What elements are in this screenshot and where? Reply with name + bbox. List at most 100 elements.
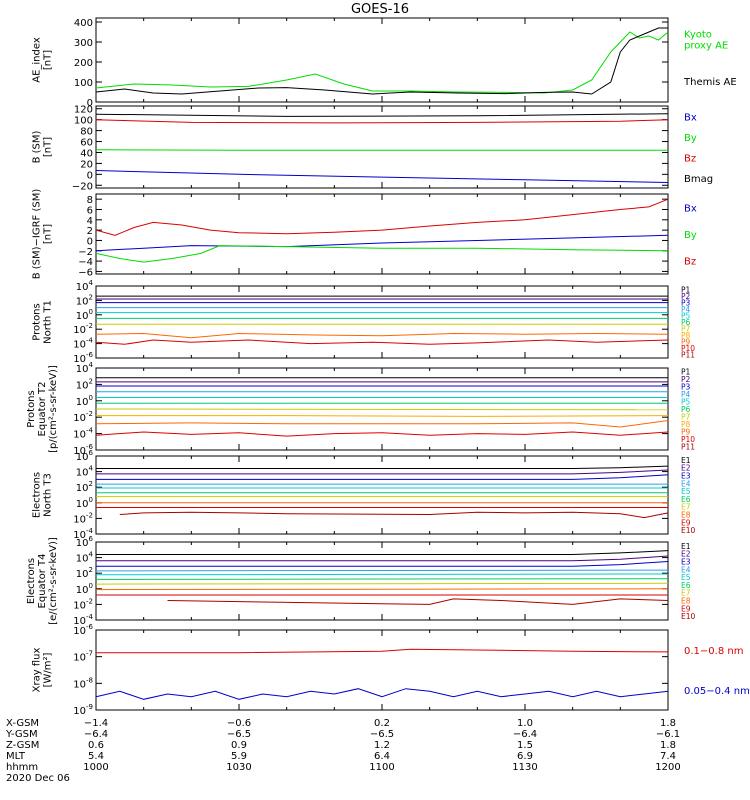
panel-frame [95, 285, 669, 359]
x-axis-row-label: X-GSM [6, 718, 39, 729]
series-label: Bx [684, 203, 697, 214]
y-tick-label: 100 [74, 116, 93, 127]
y-tick-label: −2 [78, 247, 93, 258]
x-axis-value: −6.1 [656, 729, 680, 740]
y-tick-label: −6 [78, 267, 93, 278]
x-axis-value: 1.0 [517, 718, 533, 729]
legend-entry: E6 [681, 581, 691, 590]
y-tick-label: 120 [74, 105, 93, 116]
series-line-bz [95, 119, 669, 124]
y-tick-label: 300 [74, 38, 93, 49]
series-label: By [684, 133, 697, 144]
y-tick-label: 106 [76, 449, 94, 463]
legend-entry: P10 [681, 344, 695, 353]
x-axis-value: 5.9 [231, 751, 247, 762]
x-axis-row-label: Z-GSM [6, 740, 39, 751]
y-axis-label: AE_index[nT] [32, 37, 54, 83]
y-axis-label: Xray flux[W/m²] [32, 648, 54, 693]
legend-entry: E4 [681, 565, 691, 574]
series-label: Themis AE [683, 77, 737, 88]
legend-entry: E1 [681, 542, 691, 551]
x-axis-value: −6.4 [84, 729, 108, 740]
y-tick-label: 100 [76, 582, 93, 596]
series-line-e1 [96, 550, 669, 555]
series-label: Bz [684, 257, 696, 268]
x-axis-value: −0.6 [227, 718, 251, 729]
legend-entry: E9 [681, 604, 691, 613]
series-label: proxy AE [684, 41, 728, 52]
legend-entry: P1 [681, 285, 691, 294]
series-line-e3 [96, 474, 669, 480]
y-tick-label: 80 [80, 127, 93, 138]
legend-entry: E10 [681, 612, 696, 621]
y-tick-label: −20 [72, 181, 93, 192]
x-axis-value: 7.4 [660, 751, 676, 762]
series-label: 0.1−0.8 nm [684, 646, 743, 657]
legend-entry: P3 [681, 383, 691, 392]
y-tick-label: 10-6 [73, 623, 93, 637]
series-line-bx [95, 170, 669, 183]
series-label: Bz [684, 153, 696, 164]
y-tick-label: 102 [76, 293, 93, 307]
panel-frame [95, 105, 669, 189]
legend-entry: P2 [681, 292, 691, 301]
y-tick-label: 102 [76, 566, 93, 580]
panel-frame [95, 17, 669, 103]
y-tick-label: 10-6 [73, 443, 93, 457]
y-tick-label: 10-9 [73, 703, 93, 717]
series-line-p9 [95, 420, 669, 428]
legend-entry: P9 [681, 427, 691, 436]
y-tick-label: 104 [76, 551, 94, 565]
figure-title: GOES-16 [351, 2, 409, 17]
series-line-p8 [96, 415, 669, 417]
x-axis-row-label: hhmm [6, 762, 38, 773]
y-tick-label: 0 [87, 98, 93, 109]
x-axis-value: 0.6 [88, 740, 104, 751]
y-tick-label: 104 [76, 465, 94, 479]
legend-entry: P2 [681, 375, 691, 384]
y-tick-label: 10-8 [73, 676, 93, 690]
legend-entry: P6 [681, 405, 691, 414]
x-axis-value: 1000 [83, 762, 108, 773]
legend-entry: E1 [681, 456, 691, 465]
y-tick-label: 200 [74, 58, 93, 69]
legend-entry: E8 [681, 511, 691, 520]
y-axis-label: B (SM)−IGRF (SM)[nT] [32, 189, 54, 280]
panel-frame [95, 455, 669, 535]
legend-entry: E3 [681, 472, 691, 481]
legend-entry: P8 [681, 420, 691, 429]
legend-entry: E10 [681, 526, 696, 535]
x-axis-value: −6.5 [370, 729, 394, 740]
series-line-e6 [95, 578, 669, 580]
x-axis-value: 5.4 [88, 751, 104, 762]
series-line-0-05-0-4-nm [95, 688, 669, 700]
series-label: Bmag [684, 174, 713, 185]
legend-entry: E4 [681, 479, 691, 488]
legend-entry: P5 [681, 398, 691, 407]
y-axis-label: ProtonsEquator T2[p/(cm²-s-sr-keV)] [26, 365, 59, 453]
x-axis-value: 1.2 [374, 740, 390, 751]
y-tick-label: −4 [78, 257, 93, 268]
legend-entry: P9 [681, 338, 691, 347]
legend-entry: P1 [681, 368, 691, 377]
y-axis-label: B (SM)[nT] [32, 130, 54, 163]
x-axis-value: 0.2 [374, 718, 390, 729]
y-tick-label: 8 [87, 195, 93, 206]
x-axis-value: 1.8 [660, 740, 676, 751]
y-tick-label: 60 [80, 138, 93, 149]
series-line-e10 [119, 511, 669, 519]
x-axis-value: −6.4 [513, 729, 537, 740]
y-tick-label: 40 [80, 148, 93, 159]
legend-entry: P11 [681, 442, 695, 451]
series-line-bx [95, 234, 669, 252]
y-tick-label: 20 [80, 159, 93, 170]
x-axis-value: 1.8 [660, 718, 676, 729]
y-tick-label: 102 [76, 377, 93, 391]
x-axis-row-label: 2020 Dec 06 [6, 773, 70, 784]
y-tick-label: 10-7 [73, 650, 93, 664]
y-tick-label: 10-2 [73, 511, 93, 525]
series-label: Bx [684, 112, 697, 123]
legend-entry: E3 [681, 558, 691, 567]
